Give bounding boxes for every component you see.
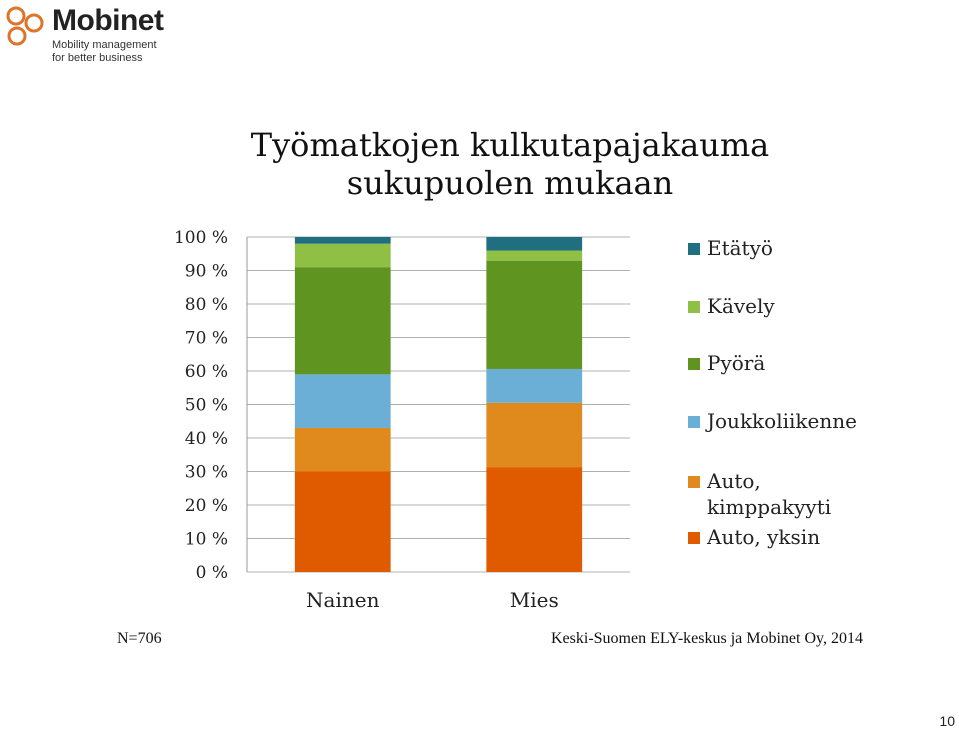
logo-tagline-1: Mobility management [52, 39, 157, 51]
bar-segment [294, 374, 391, 428]
bar-segment [486, 368, 583, 403]
y-tick-label: 50 % [185, 396, 228, 416]
legend-label-yksin: Auto, yksin [707, 525, 821, 549]
bar-segment [294, 237, 391, 244]
y-tick-label: 20 % [185, 496, 228, 516]
logo-tagline-2: for better business [52, 52, 143, 64]
legend-label-joukkoliikenne: Joukkoliikenne [707, 409, 857, 433]
bar-segment [486, 237, 583, 251]
y-tick-label: 90 % [185, 262, 228, 282]
legend-swatch-pyora [688, 358, 700, 370]
y-tick-label: 70 % [185, 329, 228, 349]
sample-size-note: N=706 [117, 630, 162, 647]
bar-segment [294, 471, 391, 572]
bar-segment [486, 402, 583, 468]
bar-segment [486, 467, 583, 572]
legend-swatch-yksin [688, 532, 700, 544]
legend-label-etatyo: Etätyö [707, 236, 773, 260]
page-number: 10 [939, 713, 955, 729]
x-category-label: Mies [510, 588, 559, 612]
legend-swatch-kavely [688, 301, 700, 313]
legend-label-pyora: Pyörä [707, 351, 766, 375]
legend-swatch-joukkoliikenne [688, 416, 700, 428]
bar-segment [486, 250, 583, 261]
bar-segment [294, 427, 391, 472]
logo-name: Mobinet [52, 4, 164, 37]
legend-swatch-etatyo [688, 243, 700, 255]
y-tick-label: 40 % [185, 429, 228, 449]
chart-title-line-2: sukupuolen mukaan [346, 164, 674, 202]
y-tick-label: 60 % [185, 362, 228, 382]
source-note: Keski-Suomen ELY-keskus ja Mobinet Oy, 2… [551, 630, 863, 647]
legend-label-kimppakyyti-1: Auto, [707, 469, 761, 493]
y-tick-label: 10 % [185, 530, 228, 550]
chart-title-line-1: Työmatkojen kulkutapajakauma [250, 126, 770, 164]
logo-rings-icon [6, 6, 44, 46]
y-tick-label: 30 % [185, 463, 228, 483]
y-tick-label: 100 % [174, 228, 228, 248]
legend-swatch-kimppakyyti [688, 476, 700, 488]
mobinet-logo: Mobinet Mobility management for better b… [4, 4, 204, 66]
bar-segment [486, 260, 583, 369]
bar-segment [294, 243, 391, 268]
bar-segment [294, 267, 391, 375]
legend-label-kavely: Kävely [707, 294, 775, 318]
stacked-bar-chart: 0 % 10 % 20 % 30 % 40 % 50 % 60 % 70 % 80 % 90 % 1… [174, 228, 630, 612]
y-tick-label: 80 % [185, 295, 228, 315]
y-tick-label: 0 % [196, 563, 228, 583]
x-category-label: Nainen [306, 588, 380, 612]
legend-label-kimppakyyti-2: kimppakyyti [707, 495, 832, 519]
